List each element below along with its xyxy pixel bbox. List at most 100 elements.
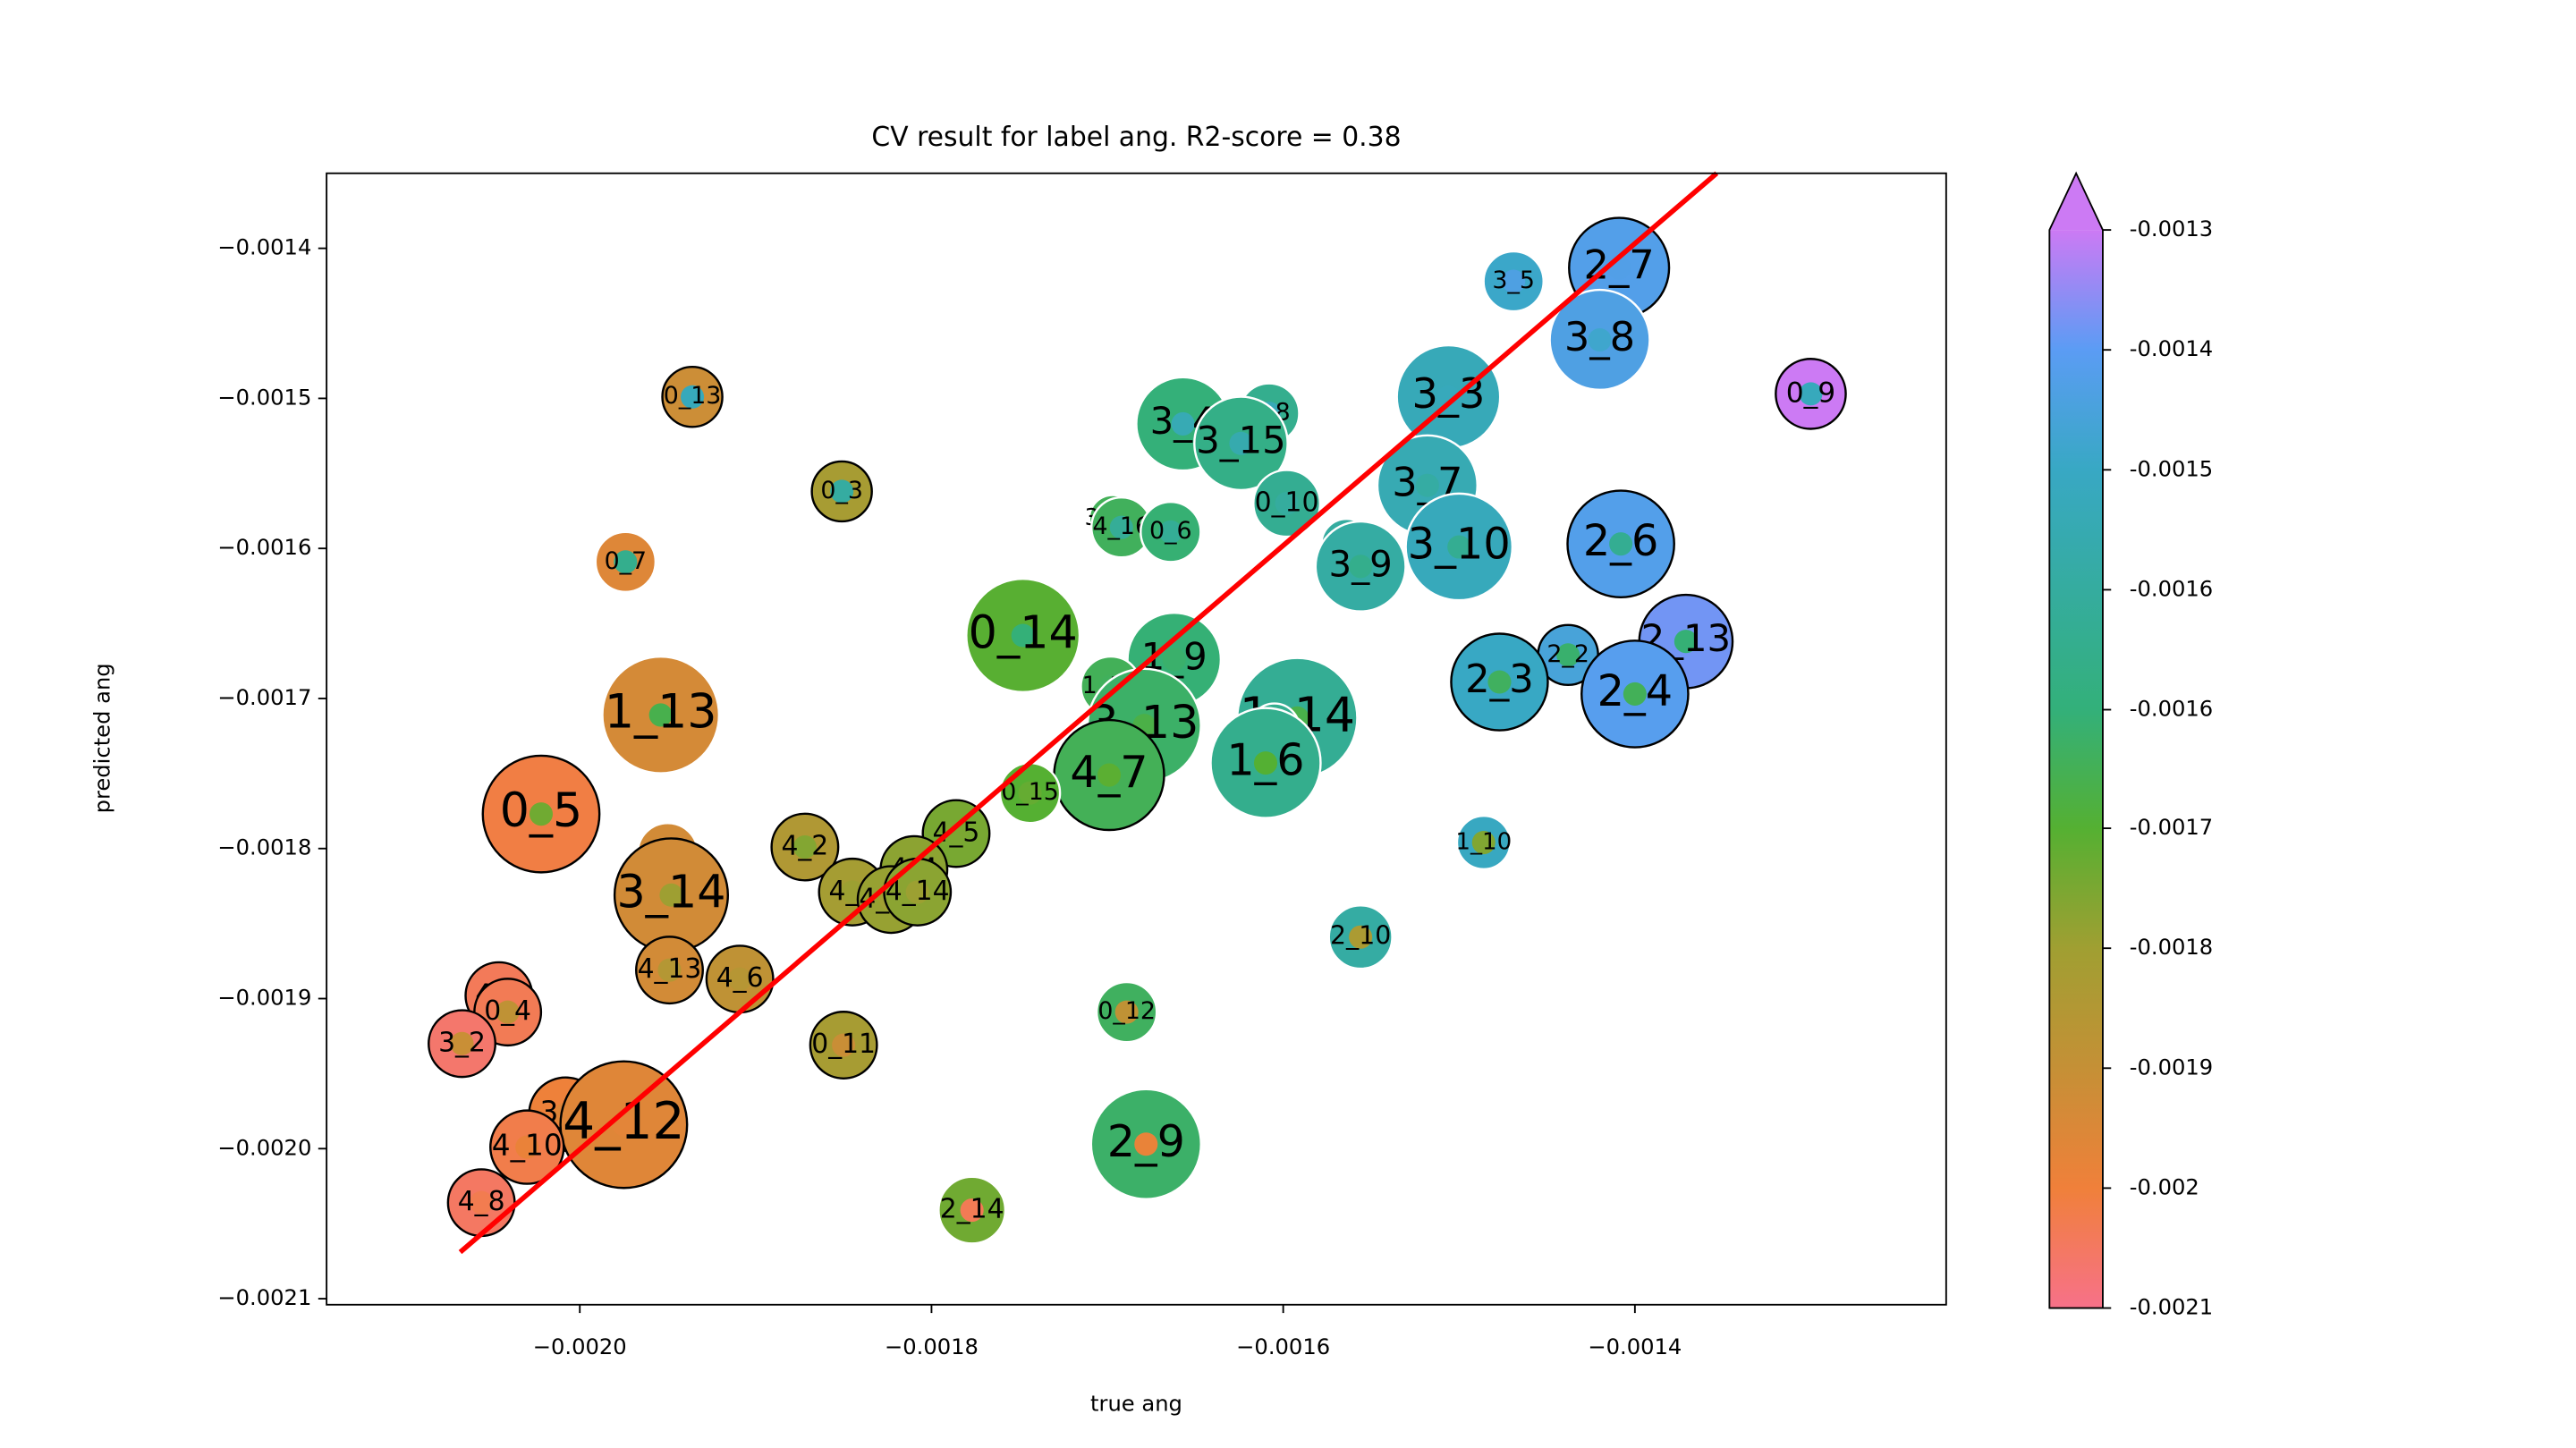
colorbar-tick-label: -0.002 (2130, 1174, 2199, 1199)
bubble-label: 0_5 (500, 784, 582, 838)
colorbar-tick-label: -0.0016 (2130, 576, 2213, 601)
bubble-label: 3_14 (616, 866, 725, 919)
prediction-dot (728, 967, 752, 991)
prediction-dot (1349, 925, 1373, 949)
bubble-label: 2_2 (1546, 640, 1589, 668)
plot-frame (326, 172, 1947, 1306)
prediction-dot (659, 883, 683, 907)
prediction-dot (1415, 473, 1439, 497)
y-tick-label: −0.0014 (217, 235, 311, 260)
bubble-label: 0_12 (1097, 997, 1156, 1025)
bubble-label: 0_6 (1149, 517, 1192, 545)
bubble-label: 2_10 (1330, 921, 1391, 951)
bubble-label: 1_6 (1226, 734, 1304, 786)
prediction-dot (1447, 535, 1471, 559)
bubble-label: 2_3 (1465, 657, 1534, 702)
bubble-label: 1_10 (1455, 829, 1512, 856)
prediction-dot (944, 821, 969, 846)
x-axis-label: true ang (1090, 1392, 1182, 1417)
colorbar-tick-label: -0.0018 (2130, 935, 2213, 960)
bubble-label: 0_13 (664, 382, 722, 410)
prediction-dot (657, 958, 682, 982)
bubble-label: 0_11 (811, 1029, 876, 1060)
colorbar-tick-label: -0.0014 (2130, 336, 2213, 361)
prediction-dot (614, 550, 638, 574)
prediction-dot (1556, 643, 1580, 667)
prediction-dot (648, 703, 673, 727)
prediction-dot (1109, 515, 1133, 539)
bubble-label: 2_9 (1107, 1115, 1185, 1167)
y-tick-label: −0.0020 (217, 1135, 311, 1160)
bubbles: 0_92_73_53_83_33_42_83_153_70_102_63_103… (428, 216, 1847, 1245)
prediction-dot (470, 1190, 494, 1215)
x-tick-label: −0.0018 (885, 1334, 979, 1359)
fit-line (458, 171, 1719, 1255)
x-tick-label: −0.0014 (1588, 1334, 1682, 1359)
prediction-dot (1134, 1132, 1158, 1156)
prediction-dot (1609, 532, 1633, 556)
prediction-dot (832, 1033, 856, 1057)
bubble-label: 0_15 (1001, 778, 1059, 806)
prediction-dot (1623, 682, 1647, 706)
y-tick-label: −0.0021 (217, 1285, 311, 1310)
prediction-dot (496, 1000, 520, 1024)
bubble-label: 0_7 (605, 547, 648, 575)
prediction-dot (960, 1198, 984, 1223)
prediction-dot (1471, 830, 1496, 855)
prediction-dot (1171, 411, 1195, 436)
y-tick-label: −0.0015 (217, 385, 311, 410)
bubble-label: 3_9 (1328, 544, 1392, 585)
bubble-label: 4_13 (638, 953, 702, 985)
prediction-dot (529, 802, 554, 826)
colorbar-tick-label: -0.0015 (2130, 456, 2213, 481)
bubble-label: 4_2 (781, 831, 828, 862)
colorbar-tick-label: -0.0013 (2130, 216, 2213, 241)
colorbar-tick-label: -0.0017 (2130, 815, 2213, 840)
bubble-label: 2_4 (1597, 667, 1674, 716)
bubble-label: 3_5 (1492, 267, 1535, 294)
bubble-label: 0_4 (484, 995, 531, 1027)
bubble-label: 0_10 (1255, 487, 1319, 518)
bubble-label: 4_6 (716, 962, 764, 994)
prediction-dot (1349, 555, 1373, 579)
colorbar-tick-label: -0.0021 (2130, 1295, 2213, 1320)
bubble-label: 4_12 (563, 1092, 684, 1151)
bubble-label: 4_10 (492, 1129, 563, 1163)
bubble-label: 1_13 (605, 685, 717, 739)
prediction-dot (1588, 327, 1612, 352)
bubble-label: 0_3 (820, 477, 863, 504)
prediction-dot (681, 385, 705, 409)
bubble-label: 2_6 (1583, 517, 1659, 566)
x-tick-label: −0.0016 (1236, 1334, 1330, 1359)
colorbar (2049, 230, 2103, 1308)
bubble-label: 4_8 (458, 1186, 505, 1217)
prediction-dot (1275, 491, 1299, 515)
bubble-label: 3_3 (1412, 369, 1486, 418)
prediction-dot (515, 1135, 539, 1159)
bubble-label: 3_15 (1196, 419, 1285, 462)
prediction-dot (1674, 630, 1698, 654)
prediction-dot (450, 1031, 474, 1055)
colorbar-tick-label: -0.0019 (2130, 1054, 2213, 1080)
y-axis-label: predicted ang (89, 663, 114, 813)
prediction-dot (1018, 781, 1042, 805)
y-tick-label: −0.0018 (217, 835, 311, 860)
prediction-dot (1799, 382, 1823, 406)
bubble-label: 2_14 (940, 1194, 1004, 1225)
prediction-dot (1162, 648, 1186, 672)
prediction-dot (1487, 670, 1512, 694)
bubble-label: 0_14 (969, 606, 1078, 659)
prediction-dot (830, 479, 854, 504)
prediction-dot (1158, 520, 1182, 544)
x-tick-label: −0.0020 (533, 1334, 627, 1359)
prediction-dot (1229, 431, 1253, 455)
chart-title: CV result for label ang. R2-score = 0.38 (871, 122, 1401, 153)
y-tick-label: −0.0019 (217, 986, 311, 1011)
prediction-dot (1011, 623, 1035, 648)
prediction-dot (1253, 751, 1278, 775)
bubble-label: 4_7 (1070, 746, 1148, 798)
prediction-dot (792, 835, 817, 859)
bubble-label: 3_2 (438, 1027, 486, 1058)
prediction-dot (1097, 763, 1122, 787)
